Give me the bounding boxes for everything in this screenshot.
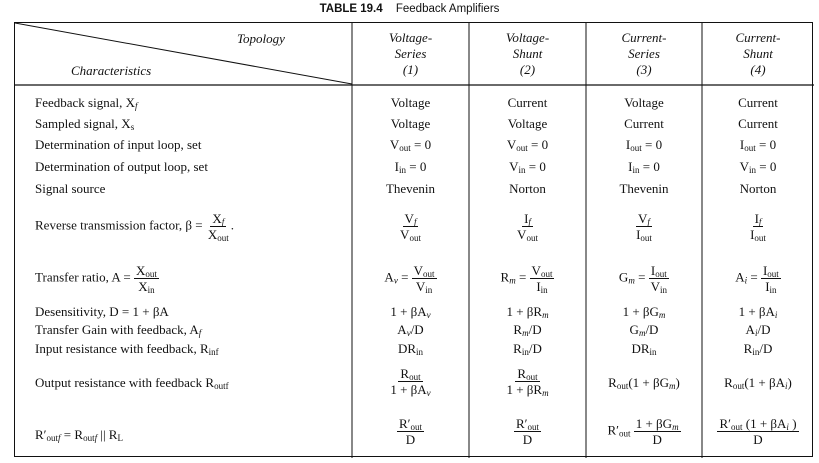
row-label-feedback-signal: Feedback signal, Xf <box>35 95 138 111</box>
cell-gain-3: Gm/D <box>629 322 659 338</box>
table-caption: TABLE 19.4 Feedback Amplifiers <box>0 3 819 15</box>
col-header-voltage-series: Voltage- Series (1) <box>388 30 433 77</box>
cell-input-loop-1: Vout = 0 <box>389 137 432 153</box>
cell-rin-3: DRin <box>631 341 657 357</box>
topology-header: Topology <box>237 31 285 46</box>
cell-beta-1: Vf Vout <box>400 211 421 243</box>
cell-input-loop-2: Vout = 0 <box>506 137 549 153</box>
cell-source-4: Norton <box>739 181 777 196</box>
cell-feedback-3: Voltage <box>624 95 664 110</box>
cell-rout-1: Rout 1 + βAv <box>390 366 431 398</box>
cell-rout-2: Rout 1 + βRm <box>506 366 549 398</box>
cell-feedback-4: Current <box>738 95 778 110</box>
cell-transfer-3: Gm = Iout Vin <box>618 263 669 295</box>
row-label-transfer-ratio: Transfer ratio, A = Xout Xin <box>35 263 159 295</box>
header-diagonal <box>15 23 353 85</box>
cell-output-loop-2: Vin = 0 <box>509 159 546 175</box>
cell-transfer-4: Ai = Iout Iin <box>735 263 781 295</box>
cell-rin-4: Rin/D <box>743 341 773 357</box>
cell-rin-2: Rin/D <box>513 341 542 357</box>
cell-sampled-4: Current <box>738 116 778 131</box>
table-number: TABLE 19.4 <box>319 3 383 15</box>
cell-source-2: Norton <box>509 181 546 196</box>
row-label-beta: Reverse transmission factor, β = Xf Xout. <box>35 211 234 243</box>
cell-transfer-2: Rm = Vout Iin <box>500 263 555 295</box>
cell-rin-1: DRin <box>397 341 424 357</box>
table-grid <box>15 23 814 458</box>
characteristics-header: Characteristics <box>71 63 152 78</box>
row-label-gain-feedback: Transfer Gain with feedback, Af <box>35 322 202 338</box>
col-header-voltage-shunt: Voltage- Shunt (2) <box>505 30 550 77</box>
cell-rout-4: Rout(1 + βAi) <box>724 375 792 391</box>
cell-desens-4: 1 + βAi <box>738 304 778 320</box>
cell-transfer-1: Av = Vout Vin <box>384 263 437 295</box>
cell-routp-3: R′out 1 + βGm D <box>607 416 681 447</box>
cell-gain-4: Ai/D <box>745 322 771 338</box>
col-header-current-series: Current- Series (3) <box>621 30 667 77</box>
cell-sampled-1: Voltage <box>390 116 431 131</box>
cell-routp-4: R′out (1 + βAi ) D <box>717 416 799 447</box>
row-label-output-loop: Determination of output loop, set <box>35 159 208 174</box>
cell-desens-2: 1 + βRm <box>506 304 549 320</box>
cell-desens-3: 1 + βGm <box>622 304 666 320</box>
row-label-input-resistance: Input resistance with feedback, Rinf <box>35 341 219 357</box>
cell-gain-2: Rm/D <box>513 322 542 338</box>
cell-routp-1: R′out D <box>396 416 425 447</box>
cell-feedback-1: Voltage <box>390 95 431 110</box>
row-label-sampled-signal: Sampled signal, Xs <box>35 116 135 132</box>
cell-beta-3: Vf Iout <box>636 211 652 243</box>
cell-source-1: Thevenin <box>385 181 436 196</box>
cell-output-loop-3: Iin = 0 <box>628 159 660 175</box>
row-label-desensitivity: Desensitivity, D = 1 + βA <box>35 304 169 319</box>
cell-desens-1: 1 + βAv <box>390 304 431 320</box>
row-label-routf-parallel: R′outf = Routf || RL <box>35 427 123 443</box>
cell-feedback-2: Current <box>507 95 548 110</box>
cell-output-loop-4: Vin = 0 <box>739 159 777 175</box>
cell-source-3: Thevenin <box>619 181 669 196</box>
table-title: Feedback Amplifiers <box>395 3 500 15</box>
row-label-output-resistance: Output resistance with feedback Routf <box>35 375 229 391</box>
cell-input-loop-3: Iout = 0 <box>625 137 663 153</box>
cell-input-loop-4: Iout = 0 <box>739 137 777 153</box>
cell-beta-4: If Iout <box>750 211 766 243</box>
cell-sampled-3: Current <box>624 116 664 131</box>
cell-output-loop-1: Iin = 0 <box>394 159 427 175</box>
cell-rout-3: Rout(1 + βGm) <box>608 375 680 391</box>
feedback-amplifiers-table: Topology Characteristics Voltage- Series(… <box>14 22 814 458</box>
row-label-input-loop: Determination of input loop, set <box>35 137 202 152</box>
cell-beta-2: If Vout <box>517 211 538 243</box>
cell-sampled-2: Voltage <box>507 116 548 131</box>
row-label-signal-source: Signal source <box>35 181 106 196</box>
cell-routp-2: R′out D <box>513 416 542 447</box>
cell-gain-1: Av/D <box>397 322 424 338</box>
col-header-current-shunt: Current- Shunt (4) <box>735 30 781 77</box>
